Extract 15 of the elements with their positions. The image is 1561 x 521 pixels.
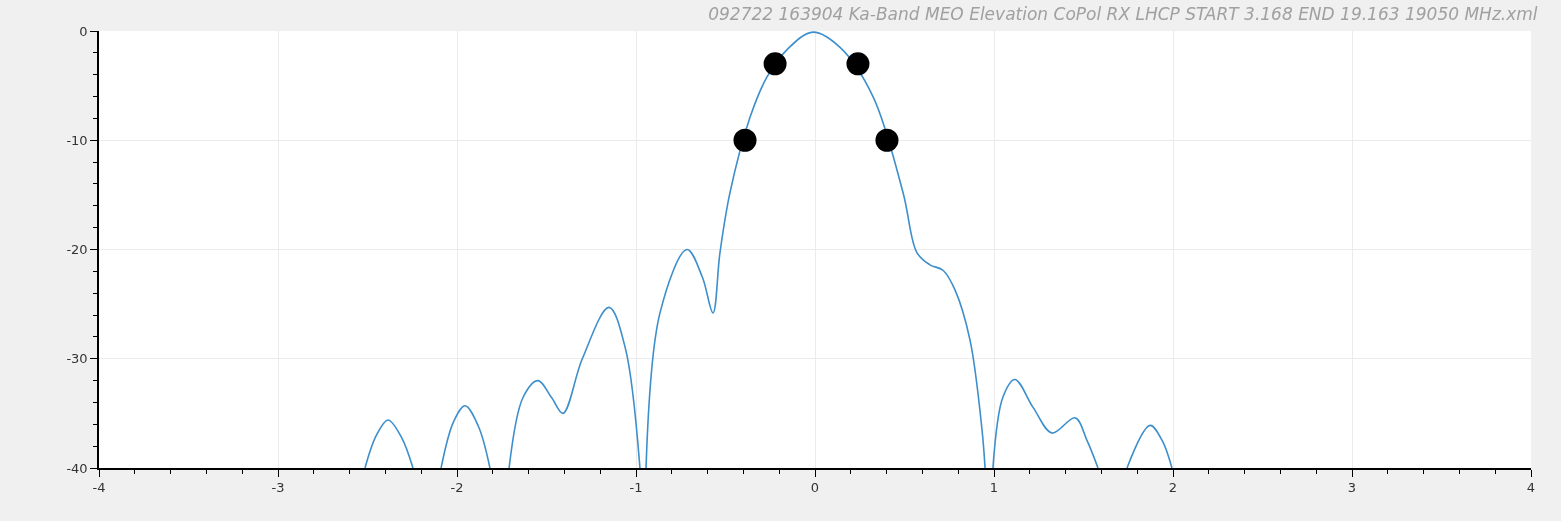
x-tick-label: 1 bbox=[989, 480, 999, 496]
x-tick-label: 0 bbox=[810, 480, 820, 496]
y-tick-label: -10 bbox=[66, 132, 88, 148]
x-tick-label: -4 bbox=[92, 480, 106, 496]
x-tick-label: -2 bbox=[450, 480, 464, 496]
x-tick-label: 2 bbox=[1168, 480, 1178, 496]
x-tick-label: -3 bbox=[271, 480, 285, 496]
x-tick-label: 3 bbox=[1347, 480, 1357, 496]
y-tick-label: 0 bbox=[79, 23, 88, 39]
chart-title: 092722 163904 Ka-Band MEO Elevation CoPol RX LHCP START 3.168 END 19.163 19050 MHz.xml bbox=[708, 3, 1538, 24]
y-tick-label: -30 bbox=[66, 351, 88, 367]
y-tick-label: -20 bbox=[66, 242, 88, 258]
x-tick-label: -1 bbox=[629, 480, 643, 496]
x-tick-label: 4 bbox=[1526, 480, 1536, 496]
y-tick-label: -40 bbox=[66, 460, 88, 476]
